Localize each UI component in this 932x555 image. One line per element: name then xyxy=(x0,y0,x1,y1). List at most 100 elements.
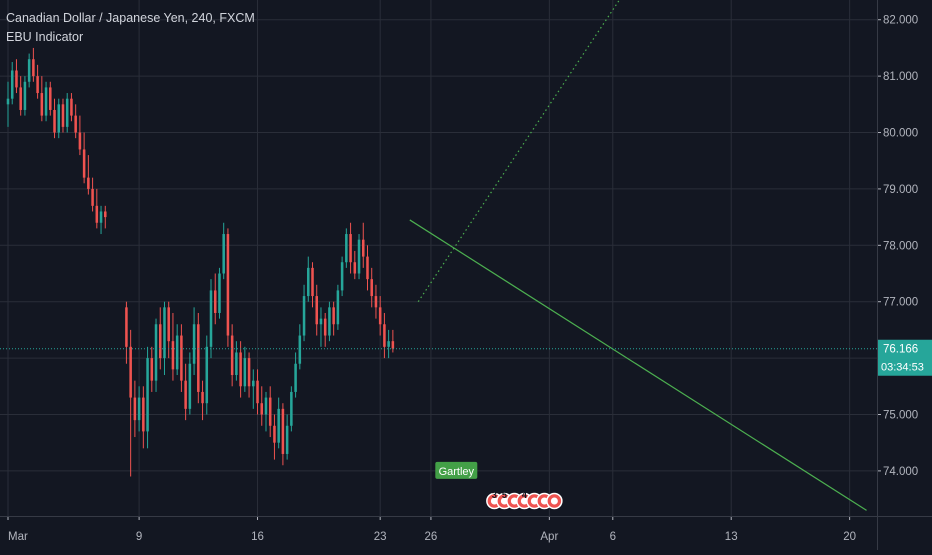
candle[interactable] xyxy=(142,386,145,449)
candle[interactable] xyxy=(277,397,280,449)
candle[interactable] xyxy=(328,301,331,342)
candle[interactable] xyxy=(366,245,369,291)
candle[interactable] xyxy=(235,341,238,381)
candle[interactable] xyxy=(319,307,323,347)
candle[interactable] xyxy=(32,47,35,82)
candle[interactable] xyxy=(36,64,39,99)
candle[interactable] xyxy=(332,301,335,336)
candle[interactable] xyxy=(133,380,137,438)
candle[interactable] xyxy=(49,81,52,116)
indicator-name[interactable]: EBU Indicator xyxy=(6,30,84,44)
candle[interactable] xyxy=(222,222,225,280)
candle[interactable] xyxy=(383,312,386,359)
candle[interactable] xyxy=(378,296,382,336)
candle[interactable] xyxy=(298,324,302,370)
candle[interactable] xyxy=(158,307,162,370)
candle[interactable] xyxy=(57,98,61,139)
candle[interactable] xyxy=(6,81,10,127)
candle[interactable] xyxy=(150,346,154,392)
candle[interactable] xyxy=(349,222,352,274)
pattern-label-gartley[interactable]: Gartley xyxy=(435,461,478,479)
candle[interactable] xyxy=(285,414,289,460)
candle[interactable] xyxy=(175,324,179,376)
candle[interactable] xyxy=(302,284,306,342)
candle[interactable] xyxy=(374,284,378,319)
candle[interactable] xyxy=(218,267,221,319)
candle[interactable] xyxy=(281,403,285,466)
candle[interactable] xyxy=(357,234,361,280)
candle[interactable] xyxy=(230,324,234,387)
candle[interactable] xyxy=(226,228,230,347)
candle[interactable] xyxy=(146,346,149,449)
candle[interactable] xyxy=(44,81,48,122)
candle[interactable] xyxy=(61,98,65,133)
candle[interactable] xyxy=(197,312,200,404)
candle[interactable] xyxy=(209,279,213,359)
candle[interactable] xyxy=(247,352,251,398)
candle[interactable] xyxy=(361,222,365,268)
price-axis[interactable]: 82.00081.00080.00079.00078.00077.00076.0… xyxy=(877,0,932,550)
candle[interactable] xyxy=(391,329,395,353)
candle[interactable] xyxy=(264,391,268,432)
candle[interactable] xyxy=(40,76,44,122)
candle[interactable] xyxy=(239,341,242,398)
candle[interactable] xyxy=(171,312,175,381)
candle[interactable] xyxy=(260,386,264,426)
candle[interactable] xyxy=(53,98,56,139)
candle[interactable] xyxy=(213,273,217,325)
candle[interactable] xyxy=(99,205,103,235)
candle[interactable] xyxy=(91,177,94,212)
candle[interactable] xyxy=(290,386,293,432)
candle[interactable] xyxy=(65,93,69,133)
candle[interactable] xyxy=(192,307,196,376)
candle[interactable] xyxy=(336,284,340,330)
candle[interactable] xyxy=(201,380,204,421)
candle[interactable] xyxy=(154,318,158,392)
candle[interactable] xyxy=(256,369,259,415)
candle[interactable] xyxy=(315,284,319,336)
symbol-title[interactable]: Canadian Dollar / Japanese Yen, 240, FXC… xyxy=(6,11,255,25)
trendline-dotted[interactable] xyxy=(417,0,621,303)
candle[interactable] xyxy=(273,414,276,460)
candle[interactable] xyxy=(294,352,297,398)
candle[interactable] xyxy=(82,132,86,184)
time-axis[interactable]: Mar 9 16 23 26 Apr 6 13 20 xyxy=(0,516,932,543)
candle[interactable] xyxy=(78,115,82,156)
annotations[interactable]: Gartley 3 5 4 xyxy=(435,461,563,510)
candle[interactable] xyxy=(345,228,348,268)
candle[interactable] xyxy=(27,53,31,88)
candle[interactable] xyxy=(87,155,90,195)
candle[interactable] xyxy=(323,312,327,347)
trendline-solid[interactable] xyxy=(409,219,867,511)
candle[interactable] xyxy=(387,329,390,359)
candle[interactable] xyxy=(10,62,14,105)
candle[interactable] xyxy=(104,205,107,229)
candles[interactable] xyxy=(6,47,395,477)
candle[interactable] xyxy=(370,267,373,308)
candle[interactable] xyxy=(167,301,170,359)
candle[interactable] xyxy=(243,346,247,392)
candle[interactable] xyxy=(340,256,344,297)
candle[interactable] xyxy=(163,301,166,376)
candle[interactable] xyxy=(129,329,132,477)
candle[interactable] xyxy=(353,250,357,280)
candle[interactable] xyxy=(184,363,187,421)
candle[interactable] xyxy=(15,59,18,94)
candle[interactable] xyxy=(70,93,73,122)
candle[interactable] xyxy=(180,324,183,392)
event-marker[interactable] xyxy=(546,492,563,510)
candle[interactable] xyxy=(23,76,27,116)
current-price-badge[interactable] xyxy=(878,339,932,376)
candle[interactable] xyxy=(311,262,314,308)
candle[interactable] xyxy=(205,335,209,415)
candle[interactable] xyxy=(307,256,310,302)
candle[interactable] xyxy=(74,104,77,139)
candle[interactable] xyxy=(188,352,192,415)
candle[interactable] xyxy=(95,188,99,229)
candle[interactable] xyxy=(125,301,128,364)
candle[interactable] xyxy=(252,369,255,409)
candle[interactable] xyxy=(268,386,272,438)
candle[interactable] xyxy=(19,76,22,116)
